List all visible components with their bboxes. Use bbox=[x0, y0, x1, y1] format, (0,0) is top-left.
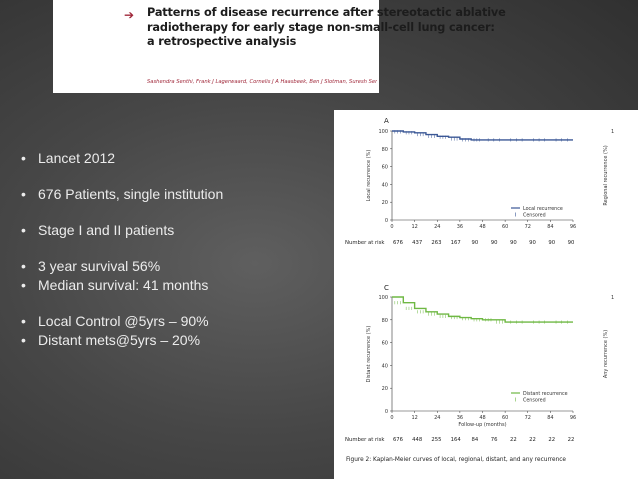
figure-caption: Figure 2: Kaplan-Meier curves of local, … bbox=[346, 457, 566, 463]
x-axis-label: Follow-up (months) bbox=[458, 422, 506, 428]
bullet-text: Local Control @5yrs – 90% bbox=[38, 313, 209, 329]
survival-curve bbox=[392, 130, 573, 141]
number-at-risk-value: 90 bbox=[568, 240, 575, 246]
number-at-risk-value: 263 bbox=[431, 240, 441, 246]
number-at-risk-value: 22 bbox=[529, 437, 536, 443]
legend-label: Distant recurrence bbox=[523, 391, 568, 397]
x-tick-label: 48 bbox=[479, 415, 485, 421]
number-at-risk-value: 90 bbox=[510, 240, 517, 246]
x-tick-label: 84 bbox=[547, 224, 553, 230]
number-at-risk-label: Number at risk bbox=[345, 240, 385, 246]
bullet-item: • Median survival: 41 months bbox=[21, 277, 208, 293]
x-tick-label: 24 bbox=[434, 224, 440, 230]
bullet-dot-icon: • bbox=[21, 150, 26, 166]
x-tick-label: 96 bbox=[570, 415, 576, 421]
article-title-line: radiotherapy for early stage non-small-c… bbox=[147, 20, 495, 34]
article-title-line: Patterns of disease recurrence after ste… bbox=[147, 6, 506, 19]
number-at-risk-value: 167 bbox=[451, 240, 461, 246]
y-tick-label: 80 bbox=[382, 147, 388, 153]
number-at-risk-value: 90 bbox=[491, 240, 498, 246]
bullet-text: Lancet 2012 bbox=[38, 150, 116, 166]
article-header: ➔ Patterns of disease recurrence after s… bbox=[53, 0, 506, 93]
bullet-item: • Local Control @5yrs – 90% bbox=[21, 313, 209, 329]
y-tick-label: 20 bbox=[382, 386, 388, 392]
number-at-risk-value: 448 bbox=[412, 437, 423, 443]
x-tick-label: 36 bbox=[457, 415, 463, 421]
number-at-risk-value: 90 bbox=[529, 240, 536, 246]
y-tick-label: 60 bbox=[382, 165, 388, 171]
number-at-risk-value: 676 bbox=[393, 240, 404, 246]
y-tick-label: 100 bbox=[378, 295, 388, 301]
number-at-risk-value: 76 bbox=[491, 437, 498, 443]
number-at-risk-value: 22 bbox=[510, 437, 517, 443]
bullet-dot-icon: • bbox=[21, 258, 26, 274]
number-at-risk-value: 255 bbox=[431, 437, 441, 443]
bullet-text: Stage I and II patients bbox=[38, 222, 175, 238]
right-axis-label: Any recurrence (%) bbox=[603, 330, 609, 378]
right-axis-tick: 1 bbox=[611, 129, 614, 135]
y-tick-label: 60 bbox=[382, 341, 388, 347]
y-tick-label: 0 bbox=[385, 409, 388, 415]
bullet-item: • 676 Patients, single institution bbox=[21, 186, 223, 202]
number-at-risk-value: 22 bbox=[548, 437, 555, 443]
bullet-text: Median survival: 41 months bbox=[38, 277, 209, 293]
legend-label: Censored bbox=[523, 397, 546, 403]
legend-label: Censored bbox=[523, 212, 546, 218]
bullet-dot-icon: • bbox=[21, 186, 26, 202]
right-axis-label: Regional recurrence (%) bbox=[603, 145, 609, 205]
bullet-item: • Lancet 2012 bbox=[21, 150, 115, 166]
bullet-text: 676 Patients, single institution bbox=[38, 186, 224, 202]
x-tick-label: 12 bbox=[411, 224, 417, 230]
number-at-risk-label: Number at risk bbox=[345, 437, 385, 443]
x-tick-label: 72 bbox=[525, 415, 531, 421]
legend-label: Local recurrence bbox=[523, 206, 563, 212]
y-tick-label: 0 bbox=[385, 218, 388, 224]
x-tick-label: 0 bbox=[390, 224, 393, 230]
x-tick-label: 36 bbox=[457, 224, 463, 230]
y-tick-label: 40 bbox=[382, 182, 388, 188]
number-at-risk-value: 437 bbox=[412, 240, 422, 246]
article-title: Patterns of disease recurrence after ste… bbox=[147, 6, 506, 50]
bullet-item: • Stage I and II patients bbox=[21, 222, 174, 238]
x-tick-label: 24 bbox=[434, 415, 440, 421]
article-title-line: a retrospective analysis bbox=[147, 35, 297, 49]
x-tick-label: 60 bbox=[502, 415, 508, 421]
survival-curve bbox=[392, 296, 573, 323]
number-at-risk-value: 90 bbox=[472, 240, 479, 246]
bullet-text: Distant mets@5yrs – 20% bbox=[38, 332, 201, 348]
bullet-item: • 3 year survival 56% bbox=[21, 258, 160, 274]
bullet-item: • Distant mets@5yrs – 20% bbox=[21, 332, 200, 348]
x-tick-label: 12 bbox=[411, 415, 417, 421]
y-tick-label: 100 bbox=[378, 129, 388, 135]
bullet-dot-icon: • bbox=[21, 313, 26, 329]
x-tick-label: 84 bbox=[547, 415, 553, 421]
y-axis-label: Local recurrence (%) bbox=[366, 150, 372, 202]
article-arrow-icon: ➔ bbox=[124, 8, 135, 22]
right-axis-tick: 1 bbox=[611, 295, 614, 301]
number-at-risk-value: 676 bbox=[393, 437, 404, 443]
x-tick-label: 96 bbox=[570, 224, 576, 230]
number-at-risk-value: 164 bbox=[451, 437, 462, 443]
bullet-text: 3 year survival 56% bbox=[38, 258, 161, 274]
y-tick-label: 20 bbox=[382, 200, 388, 206]
panel-letter: A bbox=[384, 117, 389, 125]
number-at-risk-value: 90 bbox=[548, 240, 555, 246]
number-at-risk-value: 84 bbox=[472, 437, 479, 443]
x-tick-label: 60 bbox=[502, 224, 508, 230]
number-at-risk-value: 22 bbox=[568, 437, 575, 443]
bullet-dot-icon: • bbox=[21, 332, 26, 348]
bullet-dot-icon: • bbox=[21, 222, 26, 238]
x-tick-label: 72 bbox=[525, 224, 531, 230]
y-tick-label: 40 bbox=[382, 363, 388, 369]
article-authors: Sashendra Senthi, Frank J Lagerwaard, Co… bbox=[147, 79, 377, 85]
bullet-dot-icon: • bbox=[21, 277, 26, 293]
x-tick-label: 48 bbox=[479, 224, 485, 230]
kaplan-meier-figure: A 0 20 40 60 80 100 0 12 24 36 48 60 72 84 96 Local recu… bbox=[334, 110, 638, 479]
y-axis-label: Distant recurrence (%) bbox=[366, 326, 372, 383]
y-tick-label: 80 bbox=[382, 318, 388, 324]
x-tick-label: 0 bbox=[390, 415, 393, 421]
panel-letter: C bbox=[384, 284, 389, 292]
